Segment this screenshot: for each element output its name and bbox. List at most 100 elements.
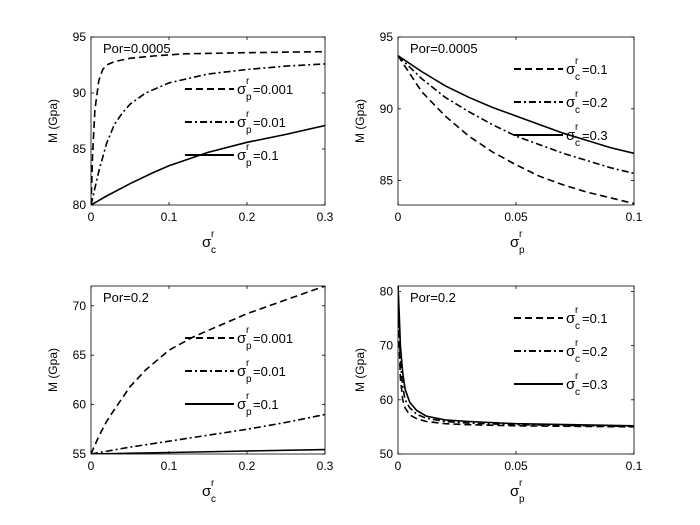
panel-annotation: Por=0.0005 [103,41,171,56]
x-axis-label-sup: r [211,229,215,240]
series-line-2 [91,63,325,205]
legend-label: =0.001 [253,331,293,346]
legend-symbol-sup: r [246,358,250,369]
series-line-1 [398,286,634,428]
y-tick-label: 90 [73,86,87,100]
panel-annotation: Por=0.0005 [410,41,478,56]
legend-label: =0.001 [253,82,293,97]
x-tick-label: 0 [88,210,95,224]
y-tick-label: 80 [380,284,394,298]
legend-symbol-sub: c [575,387,580,398]
legend-symbol-sup: r [246,76,250,87]
y-tick-label: 60 [380,393,394,407]
y-axis-label: M (Gpa) [46,348,60,392]
legend-symbol-sup: r [575,122,579,133]
legend-symbol: σ [566,94,576,111]
panel-annotation: Por=0.2 [103,290,149,305]
series-line-2 [398,55,634,175]
legend-symbol: σ [237,81,247,98]
x-tick-label: 0.1 [626,459,643,473]
legend-label: =0.01 [253,115,286,130]
x-axis-label-sup: r [519,229,523,240]
x-tick-label: 0.2 [239,210,256,224]
legend-symbol: σ [237,363,247,380]
legend-symbol-sup: r [246,142,250,153]
legend-symbol-sup: r [575,89,579,100]
x-tick-label: 0 [395,210,402,224]
series-line-3 [91,124,325,205]
legend-symbol-sub: p [246,125,252,136]
legend-symbol-sub: p [246,92,252,103]
y-axis-label: M (Gpa) [353,99,367,143]
legend-symbol: σ [237,330,247,347]
y-tick-label: 65 [73,348,87,362]
legend-symbol: σ [566,343,576,360]
legend-label: =0.2 [582,344,608,359]
x-axis-label-sup: r [519,478,523,489]
x-axis-label-sub: p [519,245,525,256]
legend-symbol-sub: p [246,374,252,385]
legend-symbol-sup: r [575,56,579,67]
legend-symbol-sub: c [575,321,580,332]
legend-symbol: σ [566,127,576,144]
legend-label: =0.1 [582,62,608,77]
panel-annotation: Por=0.2 [410,290,456,305]
x-axis-label-sub: c [211,494,216,505]
x-tick-label: 0.05 [504,459,528,473]
legend-label: =0.3 [582,128,608,143]
legend-symbol-sup: r [246,391,250,402]
series-line-3 [398,55,634,155]
y-tick-label: 60 [73,398,87,412]
y-tick-label: 70 [73,299,87,313]
y-tick-label: 95 [380,30,394,44]
y-tick-label: 90 [380,102,394,116]
y-tick-label: 80 [73,198,87,212]
legend-label: =0.1 [253,397,279,412]
series-line-1 [91,50,325,205]
series-line-3 [91,448,325,454]
legend-symbol: σ [566,310,576,327]
legend-symbol-sup: r [575,338,579,349]
x-tick-label: 0.1 [161,210,178,224]
y-tick-label: 70 [380,339,394,353]
x-tick-label: 0 [395,459,402,473]
legend-symbol-sub: p [246,407,252,418]
axes-box [90,285,326,455]
x-axis-label-sub: p [519,494,525,505]
x-tick-label: 0.1 [626,210,643,224]
legend-label: =0.2 [582,95,608,110]
legend-label: =0.01 [253,364,286,379]
x-axis-label: σ [202,234,212,251]
legend-symbol-sup: r [246,325,250,336]
x-tick-label: 0.2 [239,459,256,473]
x-axis-label: σ [202,483,212,500]
legend-symbol-sub: c [575,72,580,83]
series-line-1 [398,55,634,205]
legend-symbol-sup: r [246,109,250,120]
x-tick-label: 0.05 [504,210,528,224]
y-tick-label: 55 [73,447,87,461]
y-axis-label: M (Gpa) [353,348,367,392]
x-axis-label-sup: r [211,478,215,489]
legend-label: =0.1 [253,148,279,163]
x-axis-label: σ [510,483,520,500]
legend-symbol-sub: p [246,158,252,169]
series-line-2 [91,413,325,454]
series-line-3 [398,286,634,427]
legend-symbol: σ [237,114,247,131]
legend-symbol-sub: c [575,138,580,149]
legend-symbol: σ [566,376,576,393]
y-tick-label: 95 [73,30,87,44]
x-tick-label: 0 [88,459,95,473]
legend-symbol-sub: c [575,354,580,365]
x-tick-label: 0.3 [317,210,334,224]
legend-symbol-sup: r [575,371,579,382]
legend-symbol: σ [237,396,247,413]
y-tick-label: 85 [73,142,87,156]
x-axis-label-sub: c [211,245,216,256]
